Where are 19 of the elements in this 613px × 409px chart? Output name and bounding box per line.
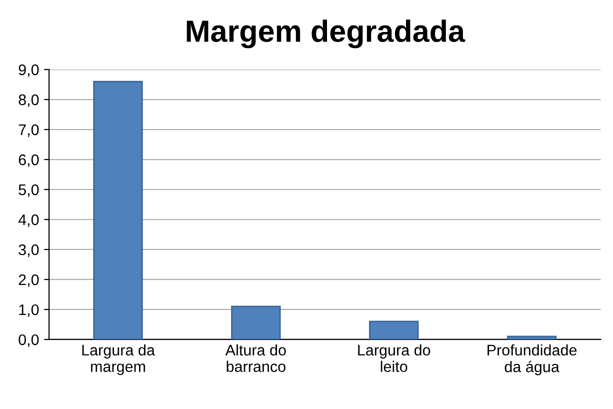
y-tick-label: 5,0	[18, 184, 39, 197]
y-tick-label: 2,0	[18, 274, 39, 287]
y-tick-label: 4,0	[18, 214, 39, 227]
x-tick-label: Altura do barranco	[225, 344, 286, 372]
chart-title: Margem degradada	[186, 20, 466, 48]
y-tick-label: 9,0	[18, 64, 39, 78]
x-tick-label: Largura do leito	[358, 344, 430, 372]
y-tick-label: 6,0	[18, 154, 39, 167]
bar	[93, 80, 143, 340]
bar	[231, 306, 281, 340]
y-tick-label: 8,0	[18, 94, 39, 108]
x-tick-label: Profundidade da água	[488, 344, 577, 376]
bar	[369, 320, 419, 340]
y-tick-label: 1,0	[19, 304, 39, 317]
y-tick-label: 0,0	[18, 334, 39, 347]
bar	[506, 336, 557, 340]
y-tick-label: 7,0	[18, 124, 39, 138]
x-tick-label: Largura da margem	[82, 344, 155, 376]
y-tick-label: 3,0	[18, 244, 39, 257]
